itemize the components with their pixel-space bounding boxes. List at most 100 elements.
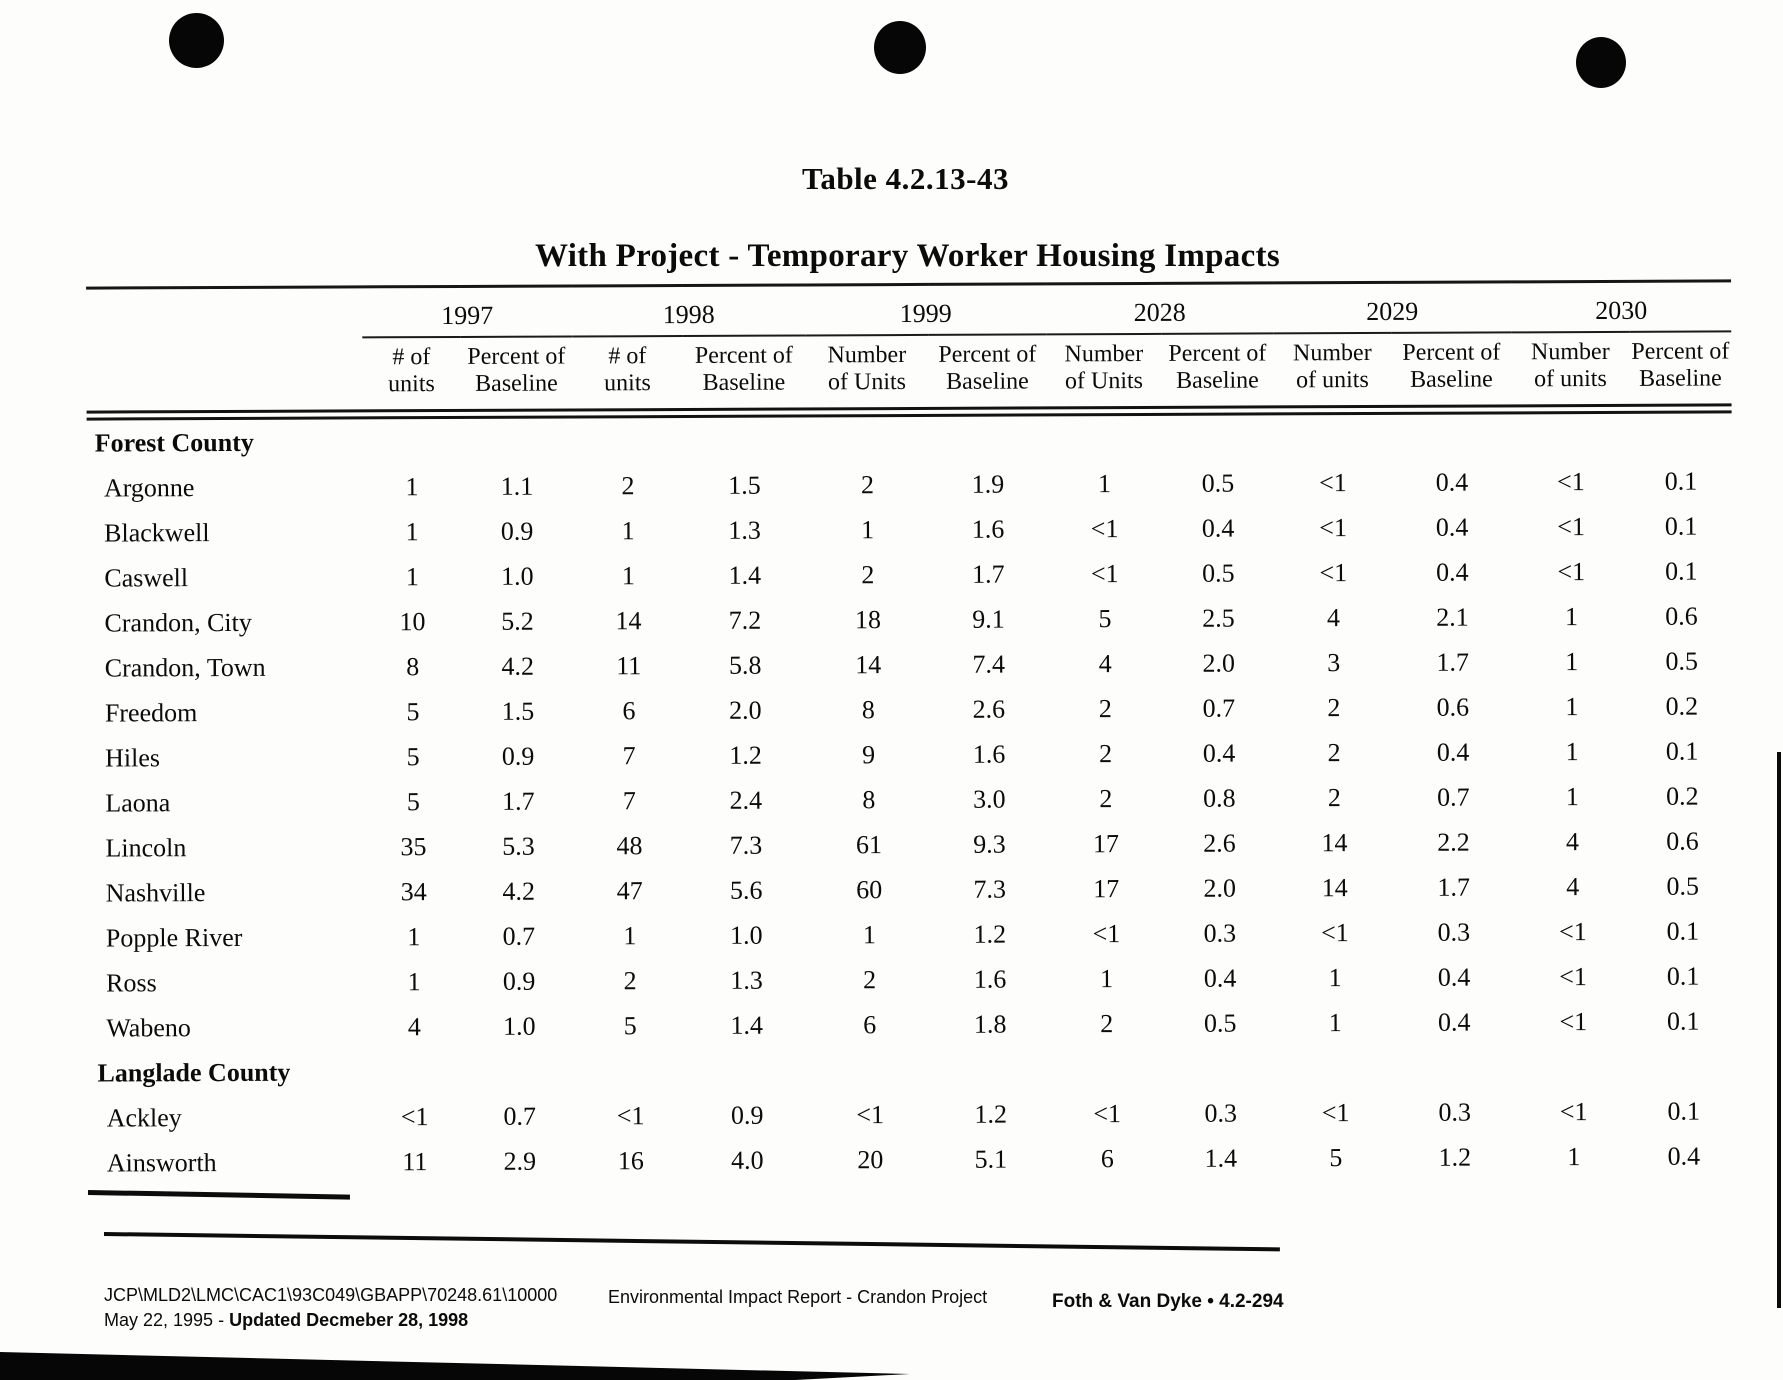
place-name-cell: Ainsworth	[106, 1148, 217, 1178]
value-cell: 10	[399, 607, 426, 637]
value-cell: 5	[406, 697, 420, 727]
value-cell: 2.4	[729, 785, 763, 816]
value-cell: 0.2	[1665, 781, 1699, 811]
value-cell: <1	[1320, 918, 1349, 948]
value-cell: 2	[863, 965, 877, 995]
year-header-1999: 1999	[805, 283, 1047, 336]
value-cell: 14	[855, 650, 882, 680]
value-cell: 11	[616, 651, 642, 681]
table-row: Ross 1 0.9 2 1.3 2 1.6 1 0.4 1 0.4 <1 0.1	[89, 954, 1734, 1006]
col-header-units-2030: Number of units	[1530, 338, 1610, 393]
value-cell: 1	[407, 922, 421, 952]
value-cell: 5.2	[501, 606, 534, 637]
value-cell: 1.3	[728, 515, 761, 546]
value-cell: 1.3	[730, 965, 763, 996]
place-name-cell: Lincoln	[105, 833, 187, 863]
value-cell: 0.1	[1664, 466, 1698, 496]
value-cell: 34	[400, 877, 427, 907]
value-cell: 35	[400, 832, 427, 862]
year-header-2029: 2029	[1273, 281, 1512, 334]
value-cell: 1.0	[730, 920, 763, 951]
value-cell: 2.0	[729, 695, 762, 726]
value-cell: 1.6	[972, 739, 1006, 769]
value-cell: 17	[1093, 874, 1120, 904]
value-cell: 48	[616, 831, 643, 861]
value-cell: 0.3	[1203, 918, 1237, 948]
table-row: Crandon, City 10 5.2 14 7.2 18 9.1 5 2.5 4 2.…	[87, 594, 1732, 646]
value-cell: 5	[406, 742, 420, 772]
value-cell: 8	[862, 785, 876, 815]
value-cell: <1	[1557, 512, 1585, 542]
value-cell: 1	[1100, 964, 1114, 994]
value-cell: <1	[400, 1102, 429, 1132]
value-cell: 0.4	[1435, 467, 1469, 497]
value-cell: 1	[623, 921, 637, 951]
value-cell: <1	[1559, 1097, 1588, 1127]
value-cell: 47	[616, 876, 643, 906]
place-name-cell: Blackwell	[104, 518, 210, 548]
place-name-cell: Laona	[105, 788, 171, 818]
col-header-percent-1999: Percent of Baseline	[938, 341, 1037, 396]
value-cell: 5.6	[729, 875, 763, 906]
value-cell: 3.0	[972, 784, 1006, 814]
value-cell: 4.2	[501, 651, 535, 682]
value-cell: 1.5	[728, 470, 761, 501]
table-row: Caswell 1 1.0 1 1.4 2 1.7 <1 0.5 <1 0.4 <1 0.1	[87, 549, 1732, 601]
value-cell: 1	[407, 967, 421, 997]
value-cell: 1.7	[1437, 872, 1470, 902]
scan-edge-line	[1777, 752, 1781, 1308]
value-cell: 1.7	[971, 559, 1005, 589]
hole-punch-left	[169, 13, 224, 68]
value-cell: 2.0	[1203, 873, 1236, 903]
value-cell: 1	[1565, 782, 1579, 812]
place-name-cell: Freedom	[104, 698, 198, 728]
value-cell: <1	[1559, 1007, 1588, 1037]
value-cell: 0.5	[1665, 646, 1699, 676]
value-cell: 1.7	[501, 786, 535, 817]
value-cell: 0.6	[1665, 601, 1698, 631]
value-cell: 5.1	[974, 1144, 1008, 1174]
value-cell: 16	[617, 1146, 644, 1176]
value-cell: 0.4	[1437, 1007, 1471, 1037]
value-cell: 9.1	[972, 604, 1005, 634]
value-cell: 18	[854, 605, 882, 635]
table-row: Hiles 5 0.9 7 1.2 9 1.6 2 0.4 2 0.4 1 0.1	[88, 729, 1733, 781]
value-cell: 14	[1321, 828, 1348, 858]
value-cell: 7.2	[728, 605, 762, 636]
value-cell: 1.1	[500, 471, 534, 502]
value-cell: 0.1	[1667, 1096, 1700, 1126]
hole-punch-center	[874, 21, 926, 74]
value-cell: 5	[1098, 604, 1112, 634]
place-name-cell: Nashville	[105, 878, 206, 908]
value-cell: 0.9	[501, 741, 535, 772]
table-number: Table 4.2.13-43	[801, 161, 1010, 196]
year-header-2028: 2028	[1046, 282, 1274, 335]
place-name-cell: Popple River	[105, 923, 243, 953]
section-header-row: Forest County	[87, 414, 1732, 466]
col-header-units-1999: Number of Units	[827, 342, 907, 396]
value-cell: 4	[1326, 603, 1341, 633]
value-cell: 4.0	[731, 1145, 764, 1176]
value-cell: <1	[1319, 513, 1348, 543]
value-cell: 0.3	[1437, 917, 1471, 947]
value-cell: 2.0	[1202, 648, 1236, 678]
value-cell: <1	[1093, 1099, 1122, 1129]
value-cell: 0.5	[1201, 558, 1235, 588]
col-header-units-1997: # of units	[388, 344, 435, 398]
value-cell: 1.2	[974, 1099, 1007, 1129]
footer-left-block: JCP\MLD2\LMC\CAC1\93C049\GBAPP\70248.61\…	[104, 1283, 557, 1333]
value-cell: <1	[1090, 559, 1119, 589]
value-cell: 5.3	[502, 831, 535, 862]
year-header-2030: 2030	[1511, 280, 1732, 333]
value-cell: 4	[1566, 872, 1580, 902]
value-cell: 1	[861, 515, 875, 545]
value-cell: 1.0	[501, 561, 534, 592]
value-cell: 2	[860, 470, 874, 500]
value-cell: 2.1	[1436, 602, 1469, 632]
value-cell: 0.4	[1436, 737, 1470, 767]
value-cell: 7.4	[972, 649, 1006, 679]
place-name-cell: Crandon, Town	[104, 653, 266, 683]
value-cell: 0.4	[1435, 512, 1469, 542]
value-cell: 1.7	[1436, 647, 1470, 677]
